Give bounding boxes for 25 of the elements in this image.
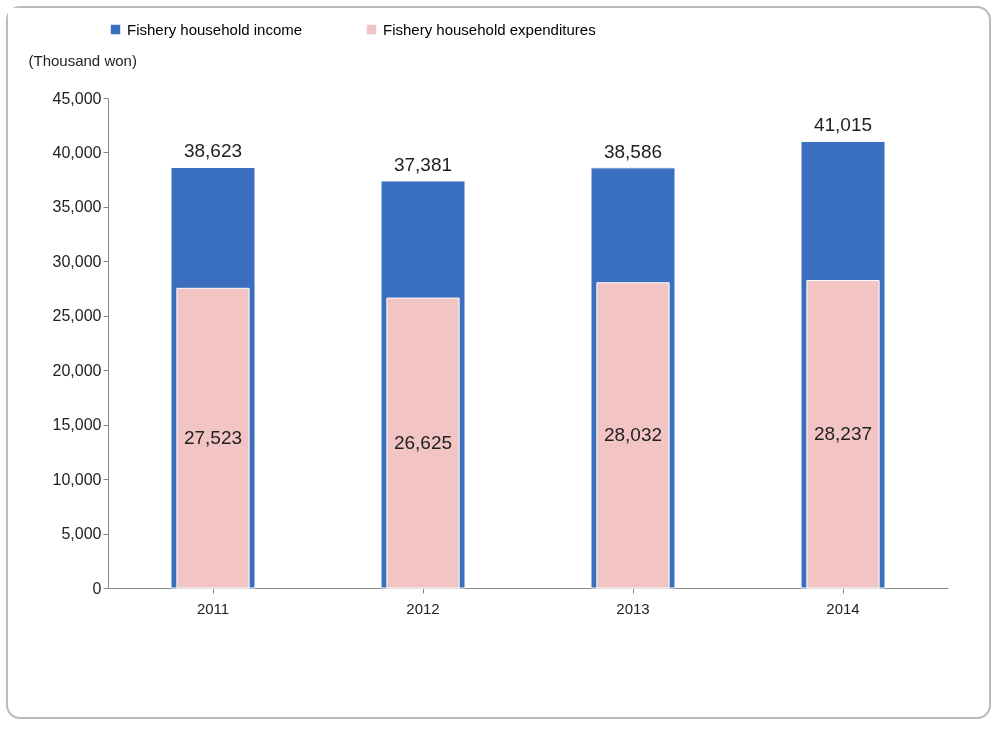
legend-label: Fishery household expenditures	[383, 20, 596, 38]
data-label: 38,623	[183, 140, 243, 162]
y-tick-label: 25,000	[52, 307, 102, 325]
y-tick-label: 30,000	[52, 252, 102, 270]
y-tick-label: 45,000	[52, 89, 102, 107]
y-tick-label: 0	[92, 579, 102, 597]
data-label: 27,523	[183, 427, 243, 449]
y-axis-title: (Thousand won)	[28, 51, 137, 69]
x-tick-label: 2014	[826, 599, 860, 617]
data-label: 37,381	[393, 153, 453, 175]
data-label: 41,015	[813, 114, 873, 136]
y-tick-label: 35,000	[52, 198, 102, 216]
data-label: 28,032	[603, 424, 663, 446]
data-label: 28,237	[813, 423, 873, 445]
x-tick-label: 2012	[406, 599, 440, 617]
y-tick-label: 20,000	[52, 361, 102, 379]
data-label: 26,625	[393, 432, 453, 454]
legend-label: Fishery household income	[127, 20, 303, 38]
x-tick-label: 2013	[616, 599, 650, 617]
y-tick-label: 40,000	[52, 143, 102, 161]
x-tick-label: 2011	[196, 599, 230, 617]
y-tick-label: 15,000	[52, 416, 102, 434]
data-label: 38,586	[603, 140, 663, 162]
y-tick-label: 5,000	[61, 525, 102, 543]
y-tick-label: 10,000	[52, 470, 102, 488]
